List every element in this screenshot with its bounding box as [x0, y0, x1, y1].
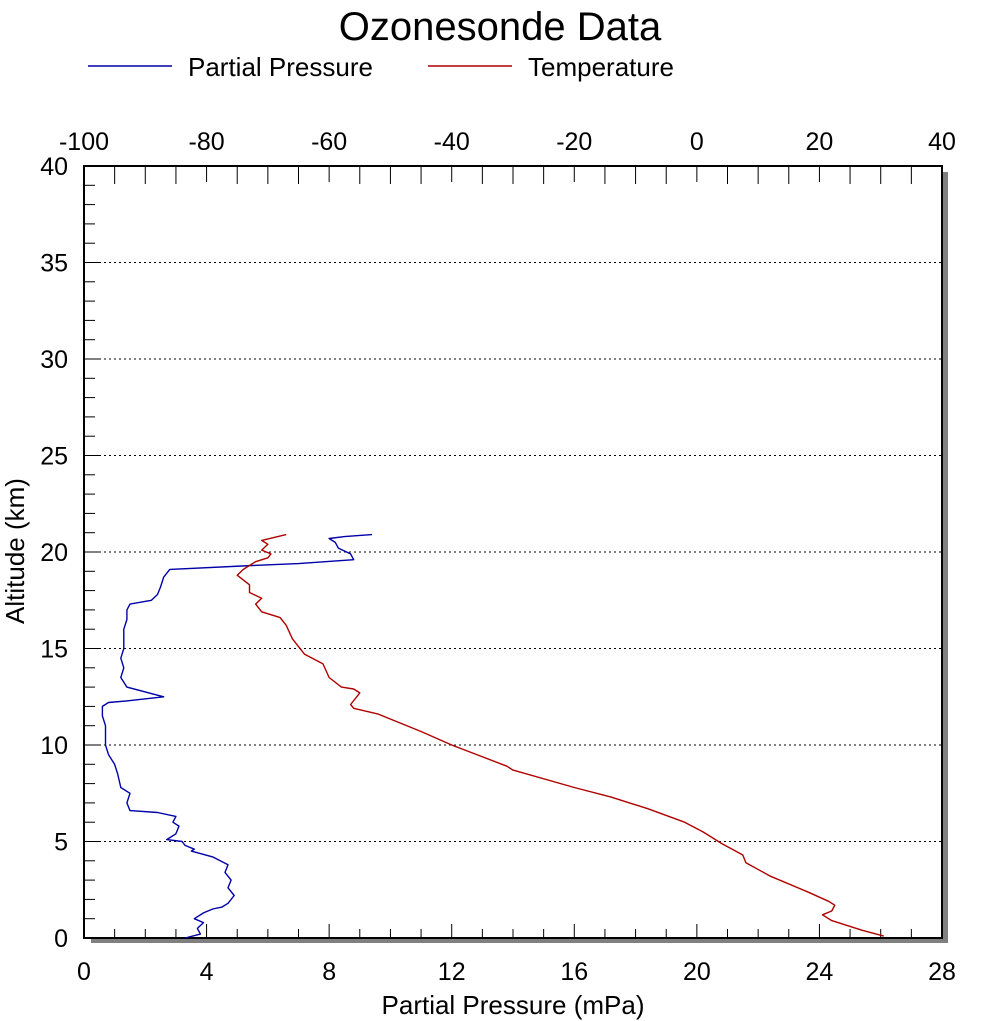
x-bottom-tick-label: 0 [77, 958, 91, 986]
x-bottom-tick-label: 20 [683, 958, 711, 986]
axis-ticks [83, 165, 943, 939]
tick-labels: 0 5 10 15 20 25 30 35 40 0 4 8 12 16 20 24 28 -100 -80 -60 -… [40, 128, 956, 986]
y-tick-label: 10 [40, 732, 68, 760]
x-bottom-tick-label: 4 [200, 958, 214, 986]
y-axis-label: Altitude (km) [0, 478, 30, 624]
y-tick-label: 5 [54, 829, 68, 857]
x-axis-label: Partial Pressure (mPa) [382, 990, 645, 1020]
x-bottom-tick-label: 16 [560, 958, 588, 986]
y-tick-label: 25 [40, 443, 68, 471]
legend-label-partial-pressure: Partial Pressure [188, 52, 373, 82]
chart-title: Ozonesonde Data [339, 5, 662, 49]
x-top-tick-label: 0 [690, 128, 704, 156]
y-tick-label: 30 [40, 346, 68, 374]
legend-label-temperature: Temperature [528, 52, 674, 82]
x-top-tick-label: -100 [59, 128, 109, 156]
series-lines [101, 533, 884, 939]
x-top-tick-label: -40 [434, 128, 470, 156]
y-tick-label: 20 [40, 539, 68, 567]
series-line-partial-pressure [101, 533, 373, 939]
x-top-tick-label: 40 [928, 128, 956, 156]
grid-lines [84, 262, 942, 842]
y-tick-label: 40 [40, 153, 68, 181]
x-top-tick-label: 20 [806, 128, 834, 156]
legend: Partial Pressure Temperature [88, 52, 674, 82]
x-bottom-tick-label: 24 [806, 958, 834, 986]
x-top-tick-label: -20 [556, 128, 592, 156]
x-bottom-tick-label: 28 [928, 958, 956, 986]
x-top-tick-label: -80 [189, 128, 225, 156]
series-line-temperature [236, 533, 884, 937]
y-tick-label: 0 [54, 925, 68, 953]
plot-area [83, 165, 943, 939]
x-bottom-tick-label: 12 [438, 958, 466, 986]
y-tick-label: 35 [40, 250, 68, 278]
y-tick-label: 15 [40, 636, 68, 664]
x-bottom-tick-label: 8 [322, 958, 336, 986]
x-top-tick-label: -60 [311, 128, 347, 156]
